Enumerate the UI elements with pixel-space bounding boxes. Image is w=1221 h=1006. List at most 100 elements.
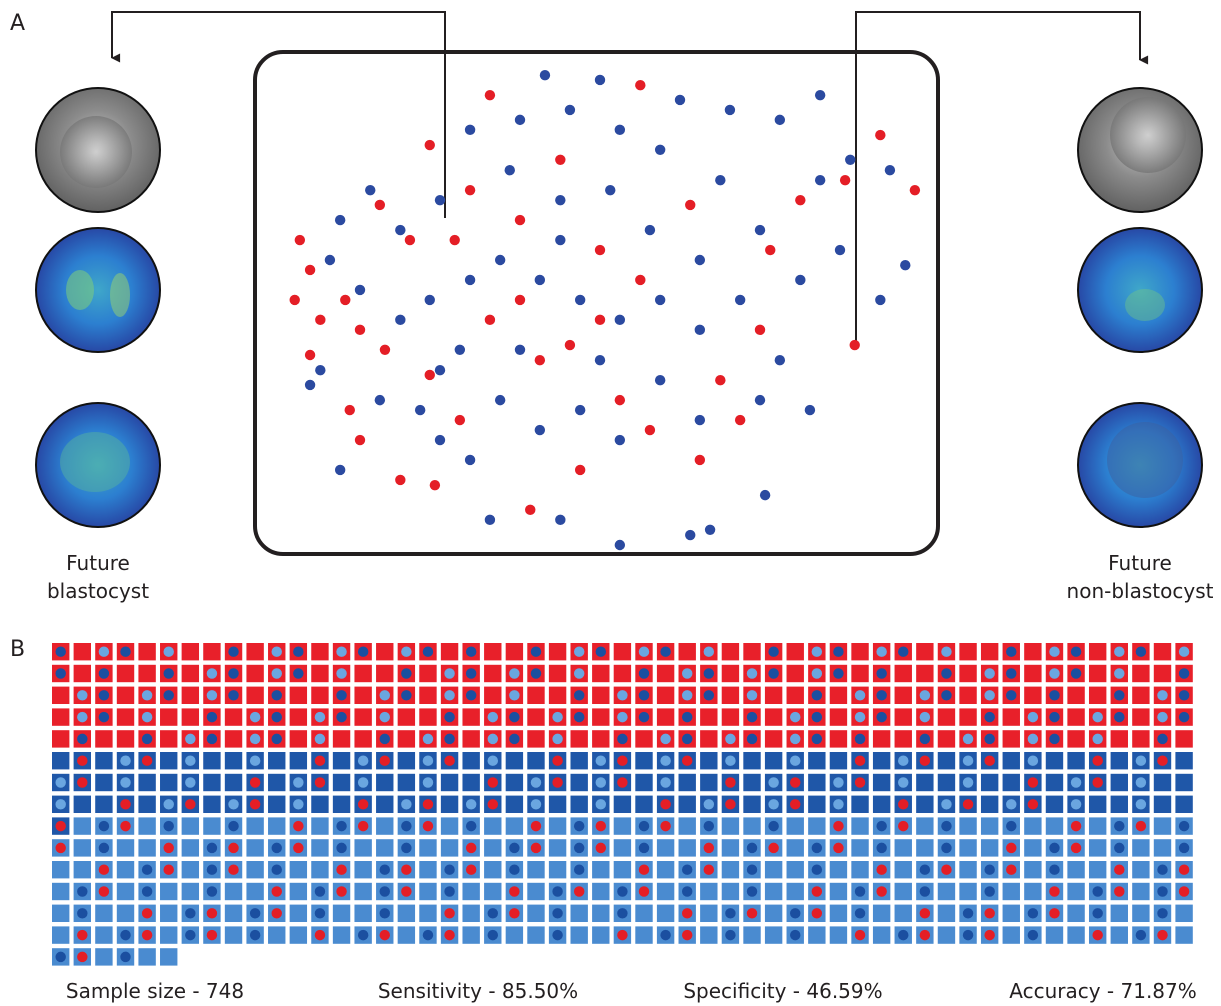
sample-square: [808, 752, 825, 769]
prediction-dot: [336, 886, 346, 896]
sample-square: [959, 883, 976, 900]
sample-square: [722, 861, 739, 878]
prediction-dot: [358, 930, 368, 940]
prediction-dot: [1006, 843, 1016, 853]
sample-square: [635, 796, 652, 813]
sample-square: [830, 861, 847, 878]
sample-square: [938, 926, 955, 943]
sample-square: [484, 883, 501, 900]
sample-square: [830, 708, 847, 725]
prediction-dot: [1092, 908, 1102, 918]
prediction-dot: [55, 646, 65, 656]
prediction-dot: [466, 646, 476, 656]
sample-square: [52, 905, 69, 922]
prediction-dot: [401, 799, 411, 809]
prediction-dot: [423, 930, 433, 940]
prediction-dot: [466, 821, 476, 831]
prediction-dot: [812, 690, 822, 700]
sample-square: [527, 708, 544, 725]
prediction-dot: [596, 843, 606, 853]
sample-square: [938, 883, 955, 900]
sample-square: [311, 817, 328, 834]
sample-square: [117, 839, 134, 856]
prediction-dot: [444, 712, 454, 722]
prediction-dot: [790, 712, 800, 722]
sample-square: [895, 687, 912, 704]
caption: Future: [66, 551, 130, 575]
prediction-dot: [380, 908, 390, 918]
sample-square: [462, 883, 479, 900]
sample-square: [765, 926, 782, 943]
prediction-dot: [272, 668, 282, 678]
prediction-dot: [1092, 930, 1102, 940]
sample-square: [225, 774, 242, 791]
prediction-dot: [466, 864, 476, 874]
prediction-dot: [163, 864, 173, 874]
scatter-point: [910, 185, 920, 195]
sample-square: [895, 708, 912, 725]
sample-square: [95, 730, 112, 747]
prediction-dot: [55, 668, 65, 678]
sample-square: [398, 926, 415, 943]
sample-square: [1111, 774, 1128, 791]
sample-square: [290, 708, 307, 725]
prediction-dot: [574, 843, 584, 853]
scatter-point: [635, 275, 645, 285]
prediction-dot: [876, 821, 886, 831]
scatter-point: [885, 165, 895, 175]
scatter-point: [645, 425, 655, 435]
sample-square: [635, 774, 652, 791]
prediction-dot: [358, 755, 368, 765]
prediction-dot: [639, 690, 649, 700]
prediction-dot: [941, 799, 951, 809]
sample-square: [916, 643, 933, 660]
sample-square: [1024, 883, 1041, 900]
sample-square: [873, 926, 890, 943]
scatter-point: [340, 295, 350, 305]
prediction-dot: [552, 886, 562, 896]
prediction-dot: [228, 843, 238, 853]
prediction-dot: [812, 886, 822, 896]
sample-square: [1111, 905, 1128, 922]
sample-square: [895, 665, 912, 682]
sample-square: [700, 774, 717, 791]
sample-square: [592, 861, 609, 878]
prediction-dot: [1114, 864, 1124, 874]
prediction-dot: [401, 646, 411, 656]
sample-square: [657, 883, 674, 900]
sample-square: [225, 926, 242, 943]
scatter-point: [290, 295, 300, 305]
prediction-dot: [1049, 908, 1059, 918]
sample-square: [74, 861, 91, 878]
scatter-point: [775, 115, 785, 125]
prediction-dot: [1028, 755, 1038, 765]
prediction-dot: [768, 821, 778, 831]
scatter-point: [465, 185, 475, 195]
caption: non-blastocyst: [1067, 579, 1214, 603]
prediction-dot: [963, 930, 973, 940]
prediction-dot: [293, 799, 303, 809]
scatter-point: [695, 455, 705, 465]
scatter-point: [465, 125, 475, 135]
sample-square: [657, 861, 674, 878]
metric: Sample size - 748: [66, 979, 244, 1003]
scatter-point: [755, 225, 765, 235]
scatter-point: [875, 295, 885, 305]
sample-square: [1024, 861, 1041, 878]
sample-square: [268, 926, 285, 943]
prediction-dot: [142, 712, 152, 722]
sample-square: [1046, 926, 1063, 943]
prediction-dot: [574, 864, 584, 874]
sample-square: [441, 796, 458, 813]
sample-square: [1067, 883, 1084, 900]
sample-square: [765, 752, 782, 769]
prediction-dot: [682, 930, 692, 940]
sample-square: [160, 926, 177, 943]
prediction-dot: [984, 930, 994, 940]
prediction-dot: [747, 690, 757, 700]
sample-square: [95, 796, 112, 813]
scatter-point: [605, 185, 615, 195]
scatter-point: [515, 345, 525, 355]
scatter-point: [685, 200, 695, 210]
sample-square: [916, 817, 933, 834]
